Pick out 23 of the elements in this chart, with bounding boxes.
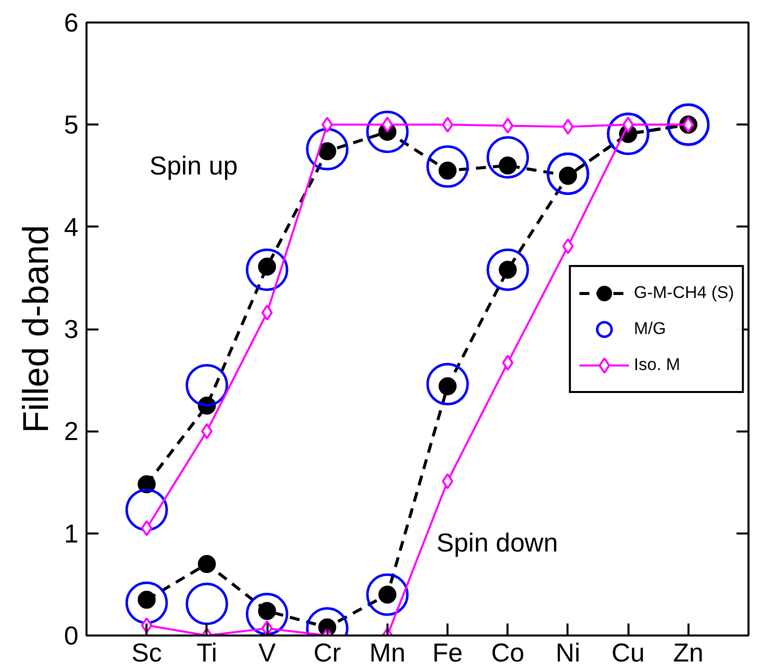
x-tick-label: Ti [196,638,218,668]
legend-label: G-M-CH4 (S) [634,282,734,302]
y-axis-title: Filled d-band [15,224,56,434]
y-tick-label: 3 [64,314,79,344]
x-tick-label: Zn [673,638,704,668]
x-tick-label: Cu [612,638,645,668]
x-tick-label: Ni [556,638,580,668]
annotation: Spin up [150,150,238,180]
y-tick-label: 6 [64,8,79,38]
y-tick-label: 1 [64,518,79,548]
x-tick-label: Cr [314,638,342,668]
legend-label: Iso. M [634,354,680,374]
x-tick-label: V [258,638,276,668]
x-tick-label: Sc [132,638,162,668]
annotation: Spin down [436,528,558,558]
x-tick-label: Mn [369,638,406,668]
x-tick-label: Fe [432,638,463,668]
y-tick-label: 2 [64,416,79,446]
x-tick-label: Co [491,638,524,668]
legend-label: M/G [634,318,666,338]
y-tick-label: 0 [64,620,79,650]
y-tick-label: 4 [64,212,79,242]
y-tick-label: 5 [64,110,79,140]
